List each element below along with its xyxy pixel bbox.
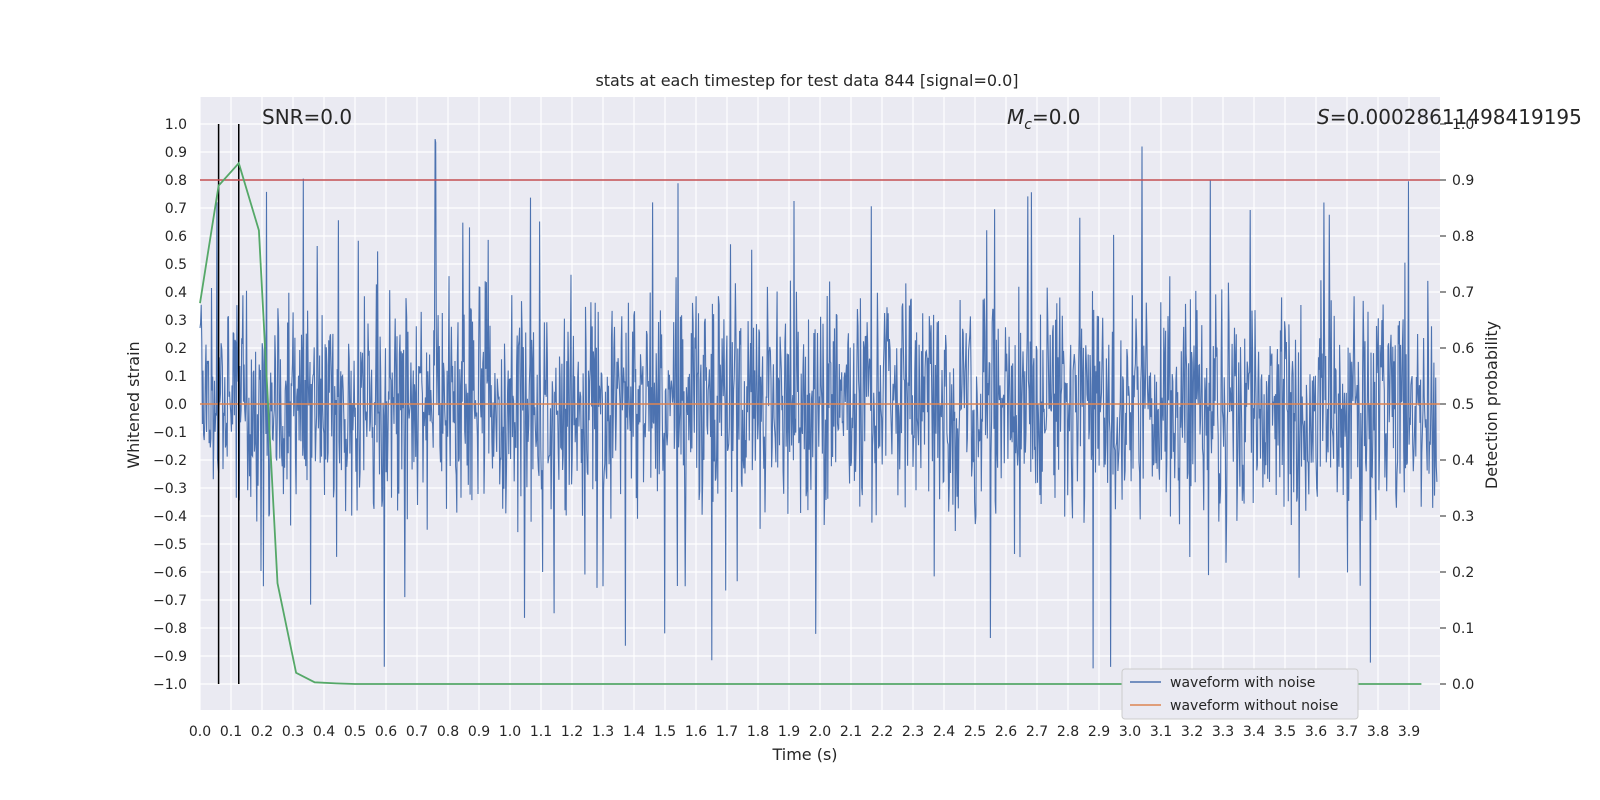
x-tick-label: 3.4 [1243, 724, 1265, 740]
s-symbol: S [1317, 105, 1330, 129]
x-tick-label: 0.4 [313, 724, 335, 740]
y-tick-label: 0.7 [165, 201, 187, 217]
y-tick-label: 0.3 [165, 313, 187, 329]
chirp-mass-subscript: c [1024, 117, 1032, 133]
x-tick-label: 2.1 [840, 724, 862, 740]
x-tick-label: 3.3 [1212, 724, 1234, 740]
x-tick-label: 2.4 [933, 724, 955, 740]
x-tick-label: 3.0 [1119, 724, 1141, 740]
x-tick-label: 2.8 [1057, 724, 1079, 740]
y-tick-label-right: 0.0 [1452, 677, 1474, 693]
chirp-mass-value: =0.0 [1032, 105, 1081, 129]
x-tick-label: 3.7 [1336, 724, 1358, 740]
s-annotation: S=0.00028611498419195 [1317, 105, 1582, 129]
x-tick-label: 2.6 [995, 724, 1017, 740]
x-tick-label: 2.0 [809, 724, 831, 740]
x-tick-label: 1.3 [592, 724, 614, 740]
x-tick-label: 2.2 [871, 724, 893, 740]
x-tick-label: 0.5 [344, 724, 366, 740]
y-tick-label: −0.1 [153, 425, 187, 441]
y-tick-label: 1.0 [165, 117, 187, 133]
chirp-mass-annotation: Mc=0.0 [1007, 105, 1081, 133]
x-axis-ticks: 0.0 0.1 0.2 0.3 0.4 0.5 0.6 0.7 0.8 0.9 1.0 1.1 1.2 1… [189, 724, 1420, 740]
y-tick-label-right: 1.0 [1452, 117, 1474, 133]
line-waveform-with-noise [199, 139, 1438, 669]
x-axis-label: Time (s) [771, 745, 837, 764]
legend-label-clean: waveform without noise [1170, 698, 1338, 714]
x-tick-label: 3.9 [1398, 724, 1420, 740]
chart-title: stats at each timestep for test data 844… [595, 71, 1018, 90]
snr-annotation: SNR=0.0 [262, 105, 352, 129]
x-tick-label: 1.0 [499, 724, 521, 740]
x-tick-label: 2.3 [902, 724, 924, 740]
y-tick-label: −0.8 [153, 621, 187, 637]
y-tick-label: 0.1 [165, 369, 187, 385]
x-tick-label: 0.9 [468, 724, 490, 740]
x-tick-label: 0.1 [220, 724, 242, 740]
y-axis-ticks-right: 1.0 0.9 0.8 0.7 0.6 0.5 0.4 0.3 0.2 0.1 0.0 [1440, 117, 1474, 693]
x-tick-label: 3.2 [1181, 724, 1203, 740]
series-waveform-with-noise [199, 139, 1438, 669]
x-tick-label: 2.7 [1026, 724, 1048, 740]
y-tick-label-right: 0.2 [1452, 565, 1474, 581]
x-tick-label: 1.6 [685, 724, 707, 740]
x-tick-label: 1.2 [561, 724, 583, 740]
y-tick-label-right: 0.4 [1452, 453, 1474, 469]
x-tick-label: 0.3 [282, 724, 304, 740]
y-tick-label: −0.7 [153, 593, 187, 609]
x-tick-label: 3.8 [1367, 724, 1389, 740]
y-tick-label: 0.5 [165, 257, 187, 273]
y-tick-label: −0.2 [153, 453, 187, 469]
y-tick-label: −0.5 [153, 537, 187, 553]
vertical-markers [217, 124, 240, 684]
y-tick-label-right: 0.8 [1452, 229, 1474, 245]
y-tick-label-right: 0.7 [1452, 285, 1474, 301]
chirp-mass-symbol: M [1007, 105, 1024, 129]
y-tick-label-right: 0.9 [1452, 173, 1474, 189]
x-tick-label: 1.9 [778, 724, 800, 740]
y-axis-label-left: Whitened strain [124, 341, 143, 468]
legend: waveform with noise waveform without noi… [1121, 668, 1359, 720]
y-tick-label-right: 0.6 [1452, 341, 1474, 357]
x-tick-label: 1.7 [716, 724, 738, 740]
y-tick-label-right: 0.1 [1452, 621, 1474, 637]
x-tick-label: 3.1 [1150, 724, 1172, 740]
x-tick-label: 1.5 [654, 724, 676, 740]
x-tick-label: 0.8 [437, 724, 459, 740]
y-tick-label: 0.2 [165, 341, 187, 357]
y-tick-label: −0.9 [153, 649, 187, 665]
y-tick-label: 0.6 [165, 229, 187, 245]
y-tick-label: −0.6 [153, 565, 187, 581]
y-tick-label: −0.4 [153, 509, 187, 525]
s-value: =0.00028611498419195 [1330, 105, 1582, 129]
y-tick-label: 0.4 [165, 285, 187, 301]
y-tick-label: 0.0 [165, 397, 187, 413]
x-tick-label: 1.8 [747, 724, 769, 740]
legend-label-noise: waveform with noise [1170, 675, 1315, 691]
y-axis-ticks-left: 1.0 0.9 0.8 0.7 0.6 0.5 0.4 0.3 0.2 0.1 0.0 −0.1 −0.… [153, 117, 187, 693]
y-tick-label: 0.8 [165, 173, 187, 189]
y-tick-label-right: 0.5 [1452, 397, 1474, 413]
y-tick-label: −0.3 [153, 481, 187, 497]
x-tick-label: 2.5 [964, 724, 986, 740]
x-tick-label: 1.4 [623, 724, 645, 740]
x-tick-label: 0.0 [189, 724, 211, 740]
x-tick-label: 1.1 [530, 724, 552, 740]
y-axis-label-right: Detection probability [1482, 321, 1501, 489]
x-tick-label: 0.6 [375, 724, 397, 740]
series-detection-probability [199, 161, 1422, 685]
y-tick-label: 0.9 [165, 145, 187, 161]
x-tick-label: 2.9 [1088, 724, 1110, 740]
x-tick-label: 0.2 [251, 724, 273, 740]
x-tick-label: 3.6 [1305, 724, 1327, 740]
y-tick-label-right: 0.3 [1452, 509, 1474, 525]
x-tick-label: 0.7 [406, 724, 428, 740]
legend-box [1121, 668, 1359, 720]
line-detection-probability [199, 161, 1422, 685]
y-tick-label: −1.0 [153, 677, 187, 693]
x-tick-label: 3.5 [1274, 724, 1296, 740]
